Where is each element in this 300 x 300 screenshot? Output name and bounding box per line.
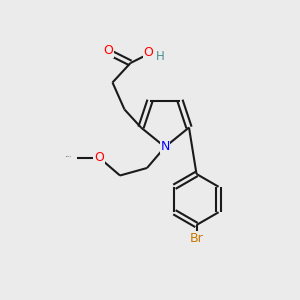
Text: methoxy: methoxy bbox=[66, 155, 72, 157]
Text: O: O bbox=[94, 151, 104, 164]
Text: O: O bbox=[144, 46, 153, 59]
Text: O: O bbox=[103, 44, 113, 58]
Text: Br: Br bbox=[190, 232, 203, 245]
Text: H: H bbox=[156, 50, 165, 64]
Text: N: N bbox=[160, 140, 170, 154]
